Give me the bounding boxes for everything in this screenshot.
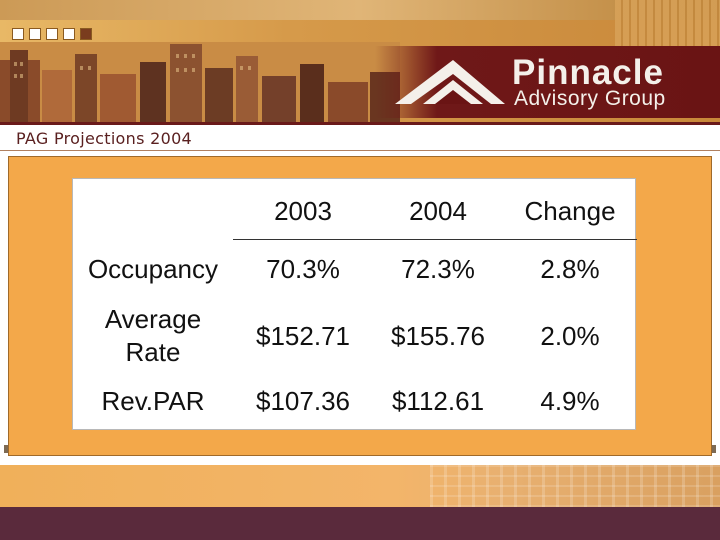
row-label-line: Average [104, 304, 202, 334]
square-marker [46, 28, 58, 40]
header-banner: Pinnacle Advisory Group [0, 0, 720, 122]
brand-name: Pinnacle [512, 53, 664, 92]
slide-title: PAG Projections 2004 [16, 129, 193, 148]
bottom-building-pattern [430, 465, 720, 507]
row-label-average-rate: Average Rate [73, 303, 233, 368]
table-cell: 2.0% [540, 321, 600, 351]
footer-bar [0, 507, 720, 540]
header-divider [233, 239, 637, 240]
table-cell: 70.3% [266, 254, 340, 284]
brand-subtitle: Advisory Group [514, 87, 666, 110]
city-skyline-image [0, 42, 400, 122]
table-cell: $155.76 [391, 321, 485, 351]
square-marker [80, 28, 92, 40]
projections-table: 2003 2004 Change Occupancy 70.3% 72.3% 2… [72, 178, 637, 430]
row-label-line: Rate [125, 336, 181, 367]
banner-building-facade [615, 0, 720, 46]
bottom-band [0, 465, 720, 507]
table-cell: $112.61 [391, 386, 485, 416]
table-cell: 2.8% [540, 254, 600, 284]
table-cell: 72.3% [401, 254, 475, 284]
table-cell: $152.71 [256, 321, 350, 351]
mountain-logo-icon [395, 60, 505, 104]
title-rule [0, 122, 720, 125]
title-underline [0, 150, 720, 151]
row-label-occupancy: Occupancy [87, 254, 219, 284]
column-header-2004: 2004 [409, 196, 467, 226]
square-marker [63, 28, 75, 40]
banner-top-strip [0, 0, 720, 20]
square-marker [12, 28, 24, 40]
table-cell: $107.36 [256, 386, 350, 416]
square-marker [29, 28, 41, 40]
row-label-revpar: Rev.PAR [101, 386, 205, 416]
column-header-change: Change [524, 196, 616, 226]
column-header-2003: 2003 [274, 196, 332, 226]
table-cell: 4.9% [540, 386, 600, 416]
banner-square-markers [12, 28, 92, 40]
